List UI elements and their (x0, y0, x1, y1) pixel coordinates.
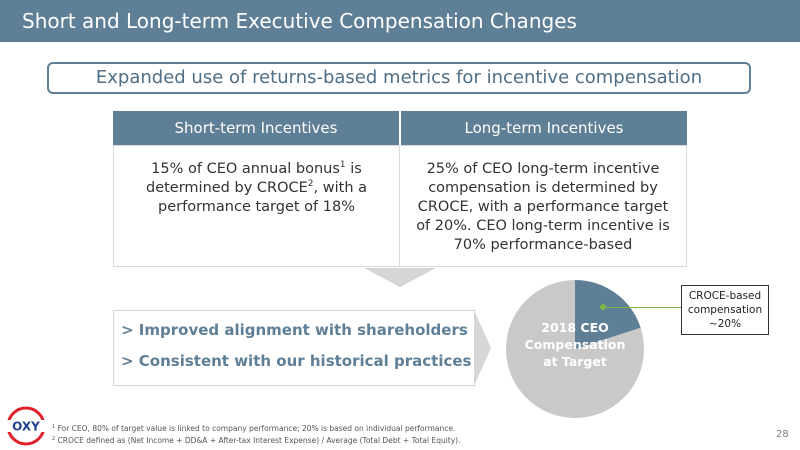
pie-label: Compensation (524, 337, 626, 352)
long-term-line: of 20%. CEO long-term incentive is (416, 218, 670, 234)
short-term-line-1: 15% of CEO annual bonus1 is (151, 160, 362, 178)
long-term-line: CROCE, with a performance target (417, 199, 669, 215)
long-term-line: 25% of CEO long-term incentive (426, 161, 660, 177)
pie-label: at Target (543, 354, 607, 369)
logo-text: OXY (12, 420, 40, 434)
oxy-logo: OXY (6, 406, 46, 446)
footnote-2: 2 CROCE defined as (Net Income + DD&A + … (52, 436, 461, 445)
subtitle-box: Expanded use of returns-based metrics fo… (47, 62, 751, 94)
pie-label: 2018 CEO (541, 320, 609, 335)
down-arrow-icon (364, 268, 436, 287)
title-bar: Short and Long-term Executive Compensati… (0, 0, 800, 42)
page-number: 28 (776, 429, 789, 440)
callout-line-text: compensation (687, 304, 763, 316)
callout-line (603, 307, 681, 308)
pie-slice-croce (575, 280, 641, 349)
long-term-line: compensation is determined by (428, 180, 658, 196)
long-term-body: 25% of CEO long-term incentive compensat… (399, 145, 687, 267)
croce-callout: CROCE-based compensation ~20% (681, 285, 769, 335)
callout-line-text: CROCE-based (688, 290, 762, 302)
slide-title: Short and Long-term Executive Compensati… (22, 9, 577, 33)
callout-line-text: ~20% (708, 318, 742, 330)
callout-dot (600, 304, 606, 310)
outcome-item: > Consistent with our historical practic… (121, 352, 472, 370)
short-term-line-2: determined by CROCE2, with a (145, 179, 368, 197)
outcome-item: > Improved alignment with shareholders (121, 321, 468, 339)
short-term-header: Short-term Incentives (113, 111, 399, 145)
footnote-1: 1 For CEO, 80% of target value is linked… (52, 424, 456, 433)
short-term-body: 15% of CEO annual bonus1 is determined b… (113, 145, 400, 267)
short-term-line-3: performance target of 18% (158, 199, 355, 215)
compensation-pie-chart (506, 280, 644, 418)
long-term-header: Long-term Incentives (401, 111, 687, 145)
chevron-right-icon (474, 310, 491, 386)
long-term-line: 70% performance-based (453, 237, 633, 253)
